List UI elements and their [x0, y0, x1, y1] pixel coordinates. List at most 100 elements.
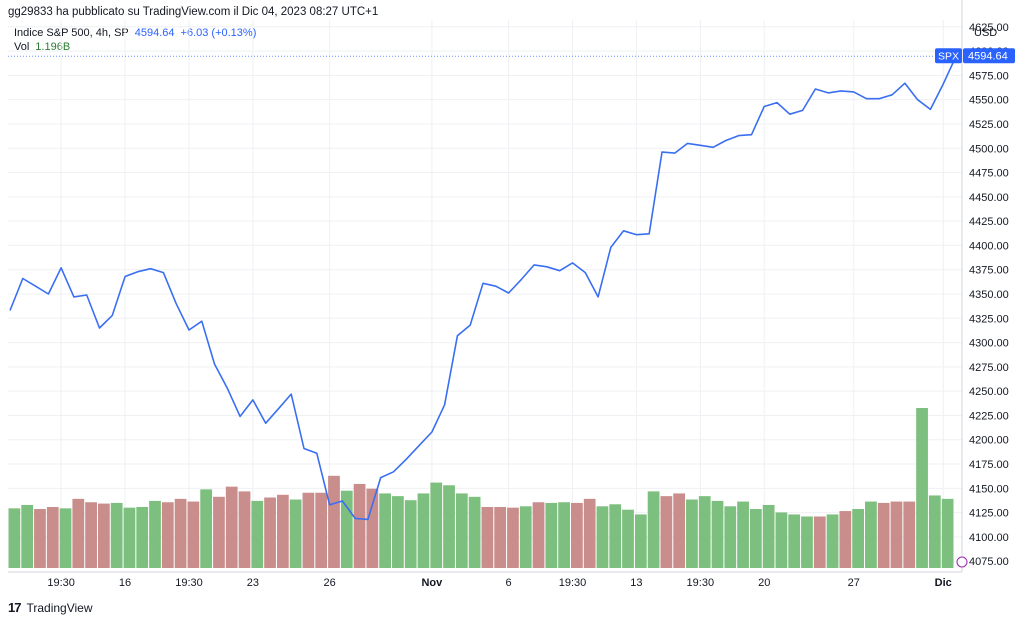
volume-bar[interactable] — [622, 509, 634, 568]
footer: 17 TradingView — [8, 600, 93, 615]
volume-bar[interactable] — [609, 504, 622, 568]
volume-bar[interactable] — [865, 501, 877, 568]
volume-bar[interactable] — [813, 516, 826, 568]
volume-bar[interactable] — [903, 501, 916, 568]
volume-bar[interactable] — [519, 506, 532, 568]
volume-label[interactable]: Vol — [14, 41, 30, 53]
volume-bar[interactable] — [545, 502, 558, 568]
y-tick-label: 4250.00 — [969, 386, 1009, 398]
volume-bar[interactable] — [340, 490, 353, 568]
volume-bar[interactable] — [302, 492, 315, 568]
volume-bar[interactable] — [149, 500, 161, 568]
volume-bar[interactable] — [238, 491, 251, 568]
volume-bar[interactable] — [570, 502, 583, 568]
volume-bar[interactable] — [46, 506, 59, 568]
volume-bar[interactable] — [315, 492, 328, 568]
volume-bar[interactable] — [775, 512, 788, 568]
volume-bar[interactable] — [328, 475, 340, 568]
x-tick-label: 23 — [247, 577, 259, 589]
volume-bar[interactable] — [634, 514, 647, 568]
volume-bar[interactable] — [468, 496, 481, 568]
volume-bar[interactable] — [353, 483, 366, 568]
volume-bar[interactable] — [877, 502, 890, 568]
volume-bar[interactable] — [276, 494, 289, 568]
volume-bar[interactable] — [59, 508, 72, 568]
volume-bar[interactable] — [213, 496, 225, 568]
volume-bar[interactable] — [660, 496, 673, 568]
volume-bar[interactable] — [417, 493, 430, 568]
volume-bar[interactable] — [698, 496, 711, 568]
volume-bar[interactable] — [251, 500, 264, 568]
symbol-label[interactable]: Indice S&P 500, 4h, SP — [14, 27, 129, 39]
volume-bar[interactable] — [123, 507, 136, 568]
x-tick-label: 26 — [323, 577, 335, 589]
volume-bar[interactable] — [647, 491, 660, 568]
y-tick-label: 4175.00 — [969, 459, 1009, 471]
y-tick-label: 4575.00 — [969, 70, 1009, 82]
x-tick-label: 19:30 — [559, 577, 587, 589]
volume-bar[interactable] — [762, 504, 775, 568]
y-tick-label: 4375.00 — [969, 265, 1009, 277]
y-tick-label: 4425.00 — [969, 216, 1009, 228]
volume-bar[interactable] — [455, 493, 468, 568]
volume-bar[interactable] — [430, 482, 443, 568]
volume-bar[interactable] — [916, 408, 928, 568]
volume-bar[interactable] — [852, 509, 865, 568]
volume-bar[interactable] — [392, 496, 404, 568]
y-tick-label: 4475.00 — [969, 168, 1009, 180]
last-price: 4594.64 — [134, 27, 175, 39]
y-tick-label: 4625.00 — [969, 22, 1009, 34]
volume-bar[interactable] — [596, 506, 609, 568]
y-tick-label: 4100.00 — [969, 532, 1009, 544]
volume-bar[interactable] — [494, 506, 507, 568]
scroll-to-realtime-icon[interactable] — [956, 556, 968, 568]
volume-bar[interactable] — [737, 501, 749, 568]
volume-bar[interactable] — [289, 499, 302, 568]
volume-bar[interactable] — [788, 514, 801, 568]
volume-bar[interactable] — [404, 500, 417, 568]
volume-bar[interactable] — [686, 499, 698, 568]
volume-bar[interactable] — [749, 509, 762, 568]
volume-bar[interactable] — [481, 506, 494, 568]
volume-bar[interactable] — [264, 497, 276, 568]
volume-bar[interactable] — [34, 509, 46, 568]
volume-bar[interactable] — [801, 516, 813, 568]
volume-bar[interactable] — [187, 501, 200, 568]
volume-bar[interactable] — [941, 498, 954, 568]
volume-bar[interactable] — [366, 488, 379, 568]
volume-bar[interactable] — [443, 485, 455, 568]
volume-bar[interactable] — [161, 502, 174, 568]
volume-bar[interactable] — [711, 500, 724, 568]
volume-bar[interactable] — [826, 514, 839, 568]
volume-bar[interactable] — [21, 504, 34, 568]
volume-bar[interactable] — [583, 498, 596, 568]
volume-bar[interactable] — [928, 495, 941, 568]
symbol-tag — [935, 48, 962, 64]
volume-bar[interactable] — [507, 507, 519, 568]
y-tick-label: 4450.00 — [969, 192, 1009, 204]
volume-bar[interactable] — [673, 493, 686, 568]
volume-bar[interactable] — [136, 506, 149, 568]
volume-bar[interactable] — [532, 502, 545, 568]
price-chart[interactable]: 4075.00 4100.00 4125.00 4150.00 4175.00 4200.… — [0, 0, 1024, 600]
y-tick-label: 4325.00 — [969, 313, 1009, 325]
volume-bar[interactable] — [85, 502, 97, 568]
y-tick-label: 4525.00 — [969, 119, 1009, 131]
volume-bar[interactable] — [174, 498, 187, 568]
volume-bar[interactable] — [97, 503, 110, 568]
volume-bar[interactable] — [200, 489, 213, 568]
volume-bar[interactable] — [724, 506, 737, 568]
price-change: +6.03 (+0.13%) — [180, 27, 257, 39]
volume-bar[interactable] — [379, 493, 392, 568]
volume-bar[interactable] — [839, 511, 852, 568]
tradingview-logo-icon[interactable]: 17 — [8, 600, 22, 615]
volume-bar[interactable] — [558, 502, 570, 568]
volume-bar[interactable] — [890, 501, 903, 568]
volume-bar[interactable] — [8, 508, 21, 568]
price-series-line[interactable] — [9, 55, 957, 521]
x-tick-label: 19:30 — [175, 577, 203, 589]
volume-bar[interactable] — [110, 502, 123, 568]
volume-bar[interactable] — [72, 498, 85, 568]
volume-bar[interactable] — [225, 486, 238, 568]
brand-name[interactable]: TradingView — [26, 600, 93, 615]
